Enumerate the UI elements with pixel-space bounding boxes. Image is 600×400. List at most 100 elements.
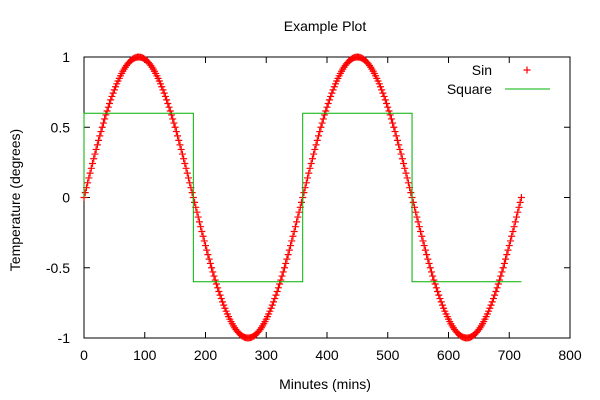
data-point <box>404 179 412 187</box>
data-point <box>186 179 194 187</box>
data-point <box>108 92 116 100</box>
data-point <box>266 307 274 315</box>
data-point <box>412 208 420 216</box>
data-point <box>517 194 525 201</box>
data-point <box>414 218 422 226</box>
data-point <box>499 264 507 272</box>
data-point <box>85 174 93 182</box>
data-point <box>273 288 281 296</box>
data-point <box>307 160 315 168</box>
data-point <box>178 150 186 158</box>
y-tick-label: 0 <box>62 190 70 206</box>
data-point <box>430 276 438 284</box>
data-point <box>169 115 177 123</box>
data-point <box>413 213 421 221</box>
data-point <box>295 208 303 216</box>
legend-label-square: Square <box>447 81 492 97</box>
data-point <box>389 119 397 127</box>
data-point <box>297 198 305 206</box>
data-point <box>380 92 388 100</box>
data-point <box>391 128 399 136</box>
data-point <box>92 145 100 153</box>
data-point <box>515 203 523 211</box>
data-point <box>316 128 324 136</box>
data-point <box>514 208 522 216</box>
data-point <box>220 301 228 309</box>
data-point <box>107 96 115 104</box>
data-point <box>440 304 448 312</box>
data-point <box>383 99 391 107</box>
data-point <box>409 198 417 206</box>
data-point <box>493 284 501 292</box>
data-point <box>101 115 109 123</box>
data-point <box>376 83 384 91</box>
data-point <box>387 115 395 123</box>
data-point <box>329 86 337 94</box>
data-point <box>157 80 165 88</box>
data-point <box>435 291 443 299</box>
data-point <box>302 179 310 187</box>
data-point <box>188 189 196 197</box>
data-point <box>194 213 202 221</box>
data-point <box>509 227 517 235</box>
data-point <box>171 123 179 131</box>
data-point <box>167 111 175 119</box>
data-point <box>288 237 296 245</box>
data-point <box>284 251 292 259</box>
data-point <box>328 89 336 97</box>
data-point <box>285 246 293 254</box>
data-point <box>102 111 110 119</box>
data-point <box>325 96 333 104</box>
data-point <box>434 288 442 296</box>
x-tick-label: 200 <box>194 347 218 363</box>
data-point <box>289 232 297 240</box>
data-point <box>278 272 286 280</box>
data-point <box>193 208 201 216</box>
data-point <box>500 259 508 267</box>
data-point <box>91 150 99 158</box>
data-point <box>395 141 403 149</box>
plot-border <box>83 56 571 339</box>
data-point <box>180 155 188 163</box>
data-point <box>426 264 434 272</box>
data-point <box>502 255 510 263</box>
data-point <box>294 213 302 221</box>
data-point <box>492 288 500 296</box>
data-point <box>95 136 103 144</box>
x-tick-label: 500 <box>376 347 400 363</box>
data-point <box>271 295 279 303</box>
data-point <box>505 242 513 250</box>
series-sin <box>80 53 525 342</box>
x-tick-label: 0 <box>80 347 88 363</box>
data-point <box>87 164 95 172</box>
data-point <box>170 119 178 127</box>
chart-title: Example Plot <box>284 18 367 34</box>
data-point <box>503 251 511 259</box>
data-point <box>386 111 394 119</box>
data-point <box>424 255 432 263</box>
data-point <box>327 92 335 100</box>
data-point <box>498 268 506 276</box>
data-point <box>267 304 275 312</box>
data-point <box>104 103 112 111</box>
data-point <box>217 295 225 303</box>
data-point <box>291 223 299 231</box>
data-point <box>437 298 445 306</box>
data-point <box>427 268 435 276</box>
data-point <box>293 218 301 226</box>
data-point <box>110 86 118 94</box>
data-point <box>403 174 411 182</box>
data-point <box>438 301 446 309</box>
x-tick-label: 300 <box>255 347 279 363</box>
data-point <box>200 237 208 245</box>
data-point <box>420 242 428 250</box>
data-point <box>432 284 440 292</box>
y-tick-label: 1 <box>62 49 70 65</box>
data-point <box>158 83 166 91</box>
data-point <box>197 223 205 231</box>
data-point <box>378 86 386 94</box>
data-point <box>208 264 216 272</box>
y-tick-label: -0.5 <box>46 260 70 276</box>
data-point <box>209 268 217 276</box>
